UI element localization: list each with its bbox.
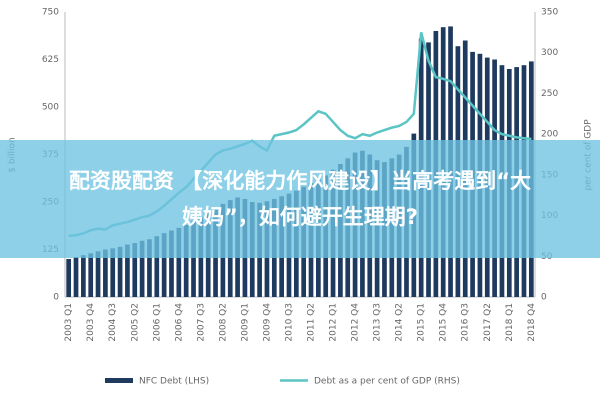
- bar: [169, 230, 174, 297]
- bar: [66, 259, 72, 297]
- x-tick-label: 2003 Q1: [64, 303, 74, 342]
- x-tick-label: 2018 Q1: [505, 303, 515, 342]
- x-tick-label: 2015 Q4: [439, 303, 449, 342]
- y-tick-label: 0: [53, 293, 59, 303]
- y2-tick-label: 0: [541, 293, 547, 303]
- bar: [125, 244, 130, 297]
- x-tick-label: 2004 Q3: [108, 303, 118, 342]
- bar: [154, 236, 160, 297]
- bar: [73, 257, 79, 297]
- bar: [191, 221, 196, 297]
- x-tick-label: 2011 Q2: [307, 303, 317, 342]
- bar: [176, 227, 182, 297]
- x-tick-label: 2014 Q2: [395, 303, 405, 342]
- x-tick-label: 2007 Q3: [196, 303, 206, 342]
- y2-tick-label: 200: [541, 130, 558, 140]
- overlay-text: 配资股配资 【深化能力作风建设】当高考遇到“大: [69, 169, 531, 193]
- x-tick-label: 2006 Q4: [174, 303, 184, 342]
- y2-tick-label: 350: [541, 8, 558, 18]
- x-tick-label: 2016 Q3: [461, 303, 471, 342]
- y2-tick-label: 300: [541, 48, 558, 58]
- x-tick-label: 2018 Q4: [527, 303, 537, 342]
- overlay-text: 姨妈”，如何避开生理期?: [182, 205, 418, 229]
- x-tick-label: 2012 Q1: [329, 303, 339, 342]
- bar: [139, 240, 145, 297]
- overlay-banner: [0, 140, 600, 258]
- x-tick-label: 2009 Q4: [262, 303, 272, 342]
- y2-tick-label: 250: [541, 89, 558, 99]
- bar: [117, 246, 123, 297]
- x-tick-label: 2008 Q2: [218, 303, 228, 342]
- bar: [161, 233, 167, 297]
- bar: [147, 239, 152, 297]
- x-tick-label: 2012 Q4: [351, 303, 361, 342]
- bar: [103, 249, 108, 297]
- bar: [88, 253, 94, 297]
- x-tick-label: 2010 Q3: [284, 303, 294, 342]
- bar: [110, 248, 116, 297]
- legend-label: NFC Debt (LHS): [139, 377, 209, 387]
- legend-swatch: [105, 378, 133, 383]
- bar: [132, 243, 138, 297]
- bar: [183, 224, 189, 297]
- y-tick-label: 625: [42, 55, 59, 65]
- x-tick-label: 2005 Q2: [130, 303, 140, 342]
- x-tick-label: 2009 Q1: [240, 303, 250, 342]
- bar: [95, 251, 101, 297]
- bar: [81, 255, 86, 297]
- x-tick-label: 2006 Q1: [152, 303, 162, 342]
- x-tick-label: 2015 Q1: [417, 303, 427, 342]
- y-tick-label: 500: [42, 103, 59, 113]
- x-tick-label: 2003 Q4: [86, 303, 96, 342]
- x-tick-label: 2017 Q2: [483, 303, 493, 342]
- legend-label: Debt as a per cent of GDP (RHS): [314, 377, 460, 387]
- x-tick-label: 2013 Q3: [373, 303, 383, 342]
- y-tick-label: 750: [42, 8, 59, 18]
